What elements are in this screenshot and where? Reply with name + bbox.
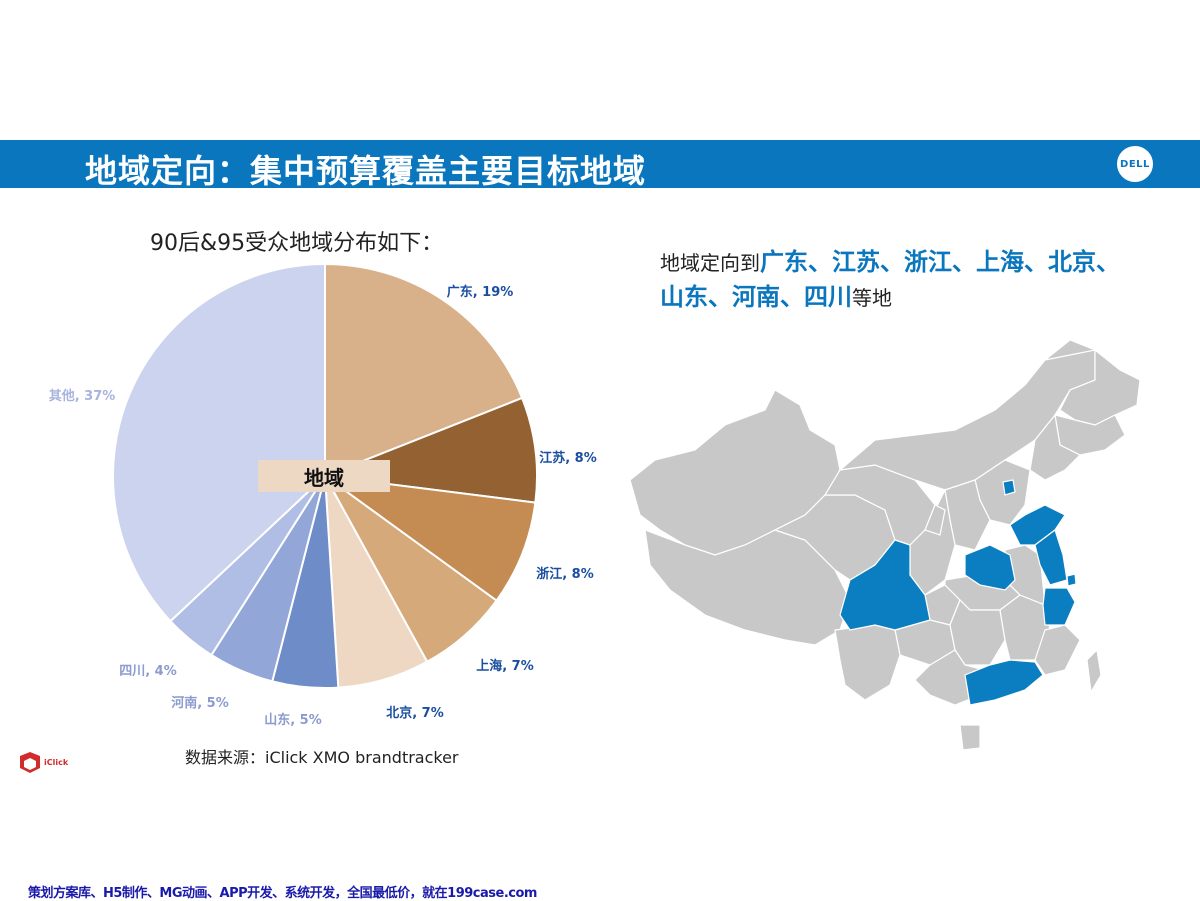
map-region-taiwan xyxy=(1086,648,1102,694)
pie-slice-label: 上海, 7% xyxy=(476,658,534,674)
map-highlighted-regions xyxy=(839,479,1077,706)
pie-chart: 广东, 19% 江苏, 8% 浙江, 8% 上海, 7% 北京, 7% 山东, 5% 河南,… xyxy=(49,262,597,728)
map-region-guangdong xyxy=(964,659,1044,706)
pie-slice-label: 河南, 5% xyxy=(171,695,229,711)
pie-slice-label: 北京, 7% xyxy=(386,705,444,721)
map-region-yunnan xyxy=(834,624,901,701)
page-title: 地域定向：集中预算覆盖主要目标地域 xyxy=(85,152,647,190)
targeting-regions: 广东、江苏、浙江、上海、北京、山东、河南、四川 xyxy=(660,248,1120,311)
china-map xyxy=(629,339,1141,751)
map-region-hainan xyxy=(959,724,981,751)
pie-slice-label: 江苏, 8% xyxy=(539,450,597,466)
chart-title: 90后&95受众地域分布如下： xyxy=(150,231,444,256)
pie-slice-label: 浙江, 8% xyxy=(536,566,594,582)
pie-slice-label: 广东, 19% xyxy=(447,284,514,300)
footer-text: 策划方案库、H5制作、MG动画、APP开发、系统开发，全国最低价，就在199ca… xyxy=(28,886,537,901)
map-region-shandong xyxy=(1009,504,1066,546)
map-region-shanghai xyxy=(1066,573,1077,587)
map-region-ningxia xyxy=(924,504,946,536)
pie-slice xyxy=(324,475,537,603)
map-region-zhejiang xyxy=(1042,587,1076,626)
pie-slice-label: 四川, 4% xyxy=(119,664,177,679)
data-source: 数据来源：iClick XMO brandtracker xyxy=(185,748,459,767)
pie-center-label: 地域 xyxy=(258,460,390,492)
map-region-beijing xyxy=(1002,479,1016,496)
dell-logo-text: DELL xyxy=(1120,158,1150,170)
pie-slice-label: 其他, 37% xyxy=(49,388,116,404)
map-region-sichuan xyxy=(839,539,931,631)
iclick-logo-text: iClick xyxy=(44,758,69,767)
iclick-logo: iClick xyxy=(20,752,69,773)
targeting-prefix: 地域定向到 xyxy=(660,251,760,275)
pie-slice xyxy=(112,262,326,623)
map-region-henan xyxy=(964,544,1016,591)
title-bar: 地域定向：集中预算覆盖主要目标地域 DELL xyxy=(0,140,1200,190)
targeting-text: 地域定向到广东、江苏、浙江、上海、北京、山东、河南、四川等地 xyxy=(660,245,1130,315)
dell-logo: DELL xyxy=(1115,144,1155,184)
map-base-regions xyxy=(629,339,1141,751)
pie-slice-label: 山东, 5% xyxy=(264,712,322,728)
pie-slice xyxy=(324,262,524,478)
targeting-suffix: 等地 xyxy=(852,286,892,310)
map-region-liaoning xyxy=(1029,413,1082,481)
